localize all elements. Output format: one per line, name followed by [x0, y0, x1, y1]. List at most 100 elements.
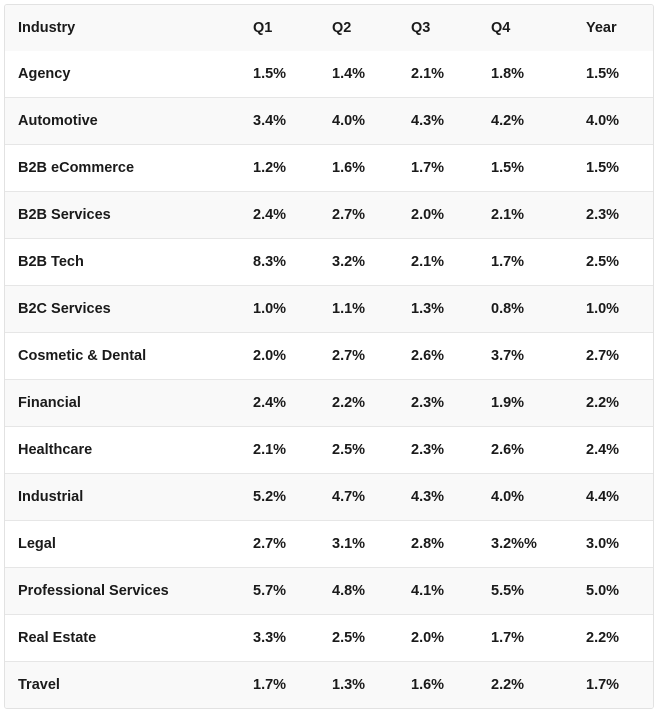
table-row: B2B Tech 8.3% 3.2% 2.1% 1.7% 2.5% [5, 238, 653, 286]
cell-q3: 4.1% [411, 583, 445, 599]
cell-q1: 1.5% [253, 66, 287, 82]
cell-q3: 1.3% [411, 301, 445, 317]
cell-industry: Travel [18, 677, 60, 693]
cell-industry: Real Estate [18, 630, 97, 646]
cell-q4: 3.2%% [491, 536, 537, 552]
cell-q4: 0.8% [491, 301, 525, 317]
cell-q1: 3.4% [253, 113, 287, 129]
cell-year: 2.5% [586, 254, 620, 270]
cell-q1: 2.4% [253, 207, 287, 223]
cell-q4: 4.0% [491, 489, 525, 505]
cell-q3: 2.1% [411, 254, 445, 270]
table-row: Legal 2.7% 3.1% 2.8% 3.2%% 3.0% [5, 520, 653, 568]
cell-q3: 2.6% [411, 348, 445, 364]
table-row: B2C Services 1.0% 1.1% 1.3% 0.8% 1.0% [5, 285, 653, 333]
cell-q4: 3.7% [491, 348, 525, 364]
cell-q1: 3.3% [253, 630, 287, 646]
cell-industry: Professional Services [18, 583, 169, 599]
cell-q2: 2.7% [332, 348, 366, 364]
cell-q4: 1.5% [491, 160, 525, 176]
cell-year: 1.5% [586, 66, 620, 82]
cell-q2: 1.1% [332, 301, 366, 317]
cell-year: 3.0% [586, 536, 620, 552]
table-row: Financial 2.4% 2.2% 2.3% 1.9% 2.2% [5, 379, 653, 427]
cell-q1: 2.7% [253, 536, 287, 552]
cell-industry: B2C Services [18, 301, 111, 317]
cell-year: 1.5% [586, 160, 620, 176]
cell-q4: 4.2% [491, 113, 525, 129]
cell-q1: 2.0% [253, 348, 287, 364]
cell-q2: 4.0% [332, 113, 366, 129]
cell-q2: 3.2% [332, 254, 366, 270]
cell-q3: 2.3% [411, 395, 445, 411]
cell-year: 5.0% [586, 583, 620, 599]
cell-q3: 2.8% [411, 536, 445, 552]
table-row: Real Estate 3.3% 2.5% 2.0% 1.7% 2.2% [5, 614, 653, 662]
cell-year: 2.7% [586, 348, 620, 364]
table-row: Healthcare 2.1% 2.5% 2.3% 2.6% 2.4% [5, 426, 653, 474]
cell-q4: 2.6% [491, 442, 525, 458]
cell-industry: B2B Tech [18, 254, 84, 270]
cell-q2: 2.2% [332, 395, 366, 411]
cell-q2: 1.6% [332, 160, 366, 176]
cell-year: 2.3% [586, 207, 620, 223]
header-q2: Q2 [332, 20, 352, 36]
table-row: Agency 1.5% 1.4% 2.1% 1.8% 1.5% [5, 51, 653, 98]
cell-industry: B2B eCommerce [18, 160, 135, 176]
cell-q2: 4.8% [332, 583, 366, 599]
industry-rates-table: Industry Q1 Q2 Q3 Q4 Year Agency 1.5% 1.4%… [4, 4, 654, 709]
table-row: Travel 1.7% 1.3% 1.6% 2.2% 1.7% [5, 661, 653, 708]
table-row: Industrial 5.2% 4.7% 4.3% 4.0% 4.4% [5, 473, 653, 521]
cell-q2: 2.5% [332, 442, 366, 458]
cell-q3: 1.6% [411, 677, 445, 693]
table-row: Cosmetic & Dental 2.0% 2.7% 2.6% 3.7% 2.7% [5, 332, 653, 380]
cell-industry: Legal [18, 536, 56, 552]
cell-industry: Financial [18, 395, 81, 411]
cell-q2: 1.3% [332, 677, 366, 693]
table-row: Professional Services 5.7% 4.8% 4.1% 5.5% 5.0… [5, 567, 653, 615]
cell-q4: 1.7% [491, 254, 525, 270]
cell-q3: 1.7% [411, 160, 445, 176]
cell-q2: 2.5% [332, 630, 366, 646]
cell-q4: 1.7% [491, 630, 525, 646]
cell-q4: 2.2% [491, 677, 525, 693]
cell-q2: 4.7% [332, 489, 366, 505]
cell-year: 2.2% [586, 395, 620, 411]
cell-q2: 3.1% [332, 536, 366, 552]
cell-industry: Cosmetic & Dental [18, 348, 147, 364]
cell-q3: 4.3% [411, 489, 445, 505]
cell-q3: 2.3% [411, 442, 445, 458]
cell-industry: Automotive [18, 113, 98, 129]
cell-q4: 1.8% [491, 66, 525, 82]
cell-q3: 4.3% [411, 113, 445, 129]
table-header-row: Industry Q1 Q2 Q3 Q4 Year [5, 5, 653, 51]
cell-q2: 1.4% [332, 66, 366, 82]
cell-q3: 2.0% [411, 207, 445, 223]
cell-q1: 2.1% [253, 442, 287, 458]
cell-q1: 1.0% [253, 301, 287, 317]
cell-q4: 1.9% [491, 395, 525, 411]
table-row: Automotive 3.4% 4.0% 4.3% 4.2% 4.0% [5, 97, 653, 145]
cell-q1: 1.2% [253, 160, 287, 176]
cell-q3: 2.1% [411, 66, 445, 82]
cell-year: 1.0% [586, 301, 620, 317]
header-q4: Q4 [491, 20, 511, 36]
table-row: B2B Services 2.4% 2.7% 2.0% 2.1% 2.3% [5, 191, 653, 239]
cell-q3: 2.0% [411, 630, 445, 646]
cell-q1: 2.4% [253, 395, 287, 411]
cell-year: 2.4% [586, 442, 620, 458]
cell-industry: Industrial [18, 489, 84, 505]
header-year: Year [586, 20, 617, 36]
cell-year: 1.7% [586, 677, 620, 693]
cell-industry: Healthcare [18, 442, 93, 458]
cell-q1: 5.7% [253, 583, 287, 599]
cell-year: 4.4% [586, 489, 620, 505]
cell-industry: Agency [18, 66, 71, 82]
table-row: B2B eCommerce 1.2% 1.6% 1.7% 1.5% 1.5% [5, 144, 653, 192]
cell-industry: B2B Services [18, 207, 111, 223]
cell-q2: 2.7% [332, 207, 366, 223]
header-industry: Industry [18, 20, 76, 36]
cell-q4: 5.5% [491, 583, 525, 599]
cell-q4: 2.1% [491, 207, 525, 223]
data-table: Industry Q1 Q2 Q3 Q4 Year Agency 1.5% 1.4%… [5, 5, 653, 708]
